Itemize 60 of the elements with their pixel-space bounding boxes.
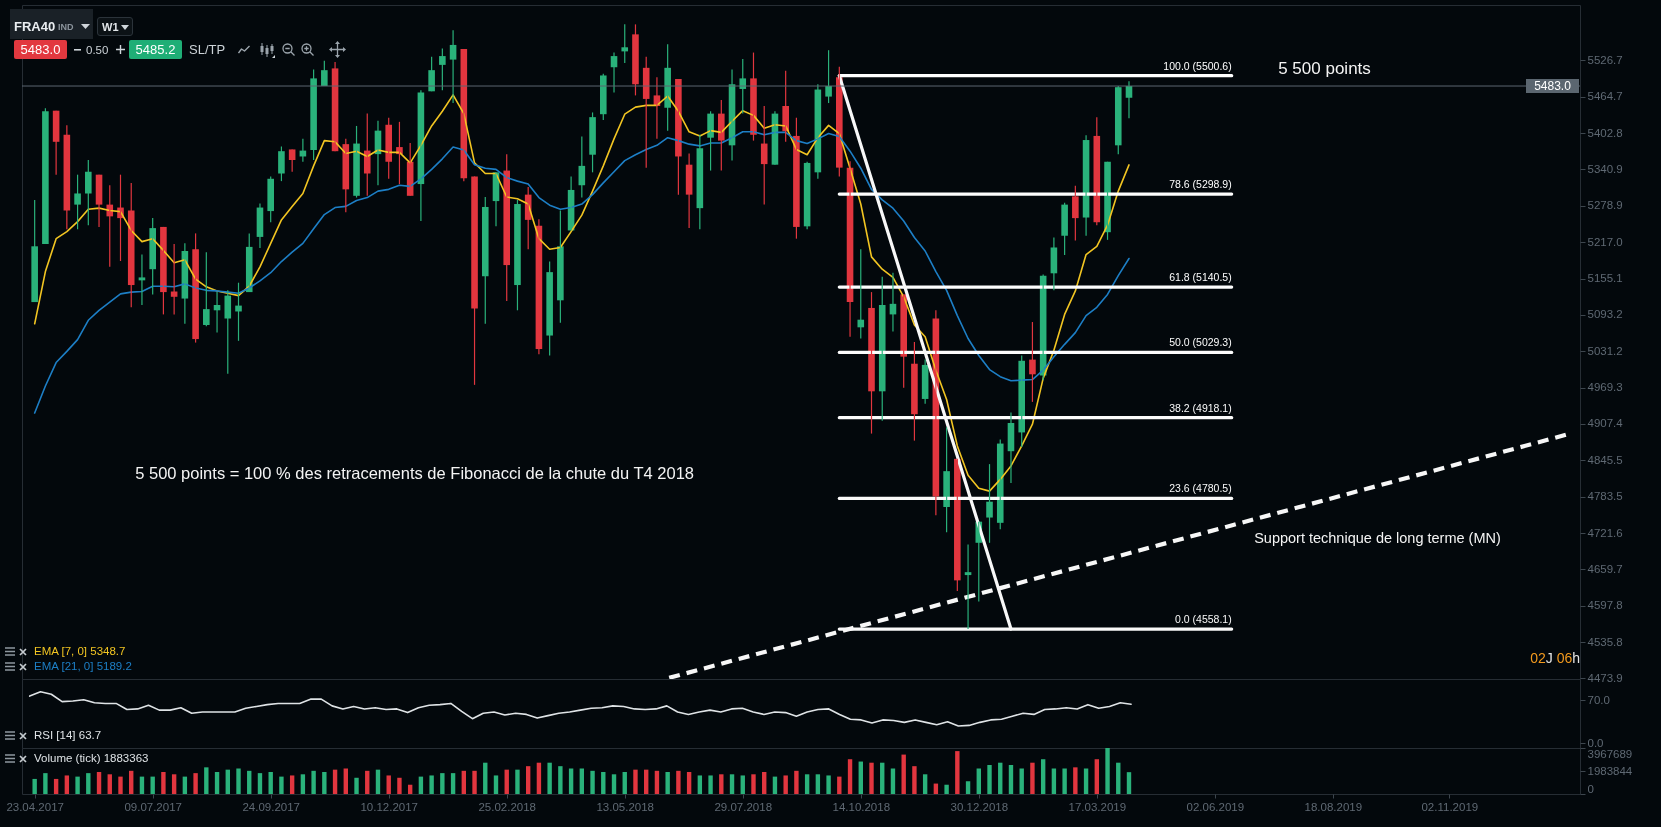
y-tick-label: 4907.4 [1587, 417, 1624, 430]
y-tick-label: 1983844 [1587, 764, 1633, 777]
dropdown-box: W1 [97, 17, 133, 36]
y-tick-label: 5093.2 [1587, 308, 1623, 321]
x-tick-label: 18.08.2019 [1304, 800, 1363, 813]
y-tick-label: 5402.8 [1587, 126, 1623, 139]
series-label: 61.8 (5140.5) [1169, 271, 1232, 284]
y-tick-label: 4597.8 [1587, 599, 1623, 612]
y-tick-label: 5340.9 [1587, 162, 1623, 175]
x-tick-label: 29.07.2018 [714, 800, 773, 813]
price-button: 5485.2 [129, 40, 182, 59]
x-tick-label: 09.07.2017 [124, 800, 182, 813]
series-label: Volume (tick) 1883363 [34, 752, 149, 764]
annotation: 5 500 points = 100 % des retracements de Fibonacci de la chute du T4 2018 [135, 464, 695, 483]
annotation: W1 [102, 21, 119, 33]
series-label: 38.2 (4918.1) [1169, 401, 1232, 414]
y-tick-label: 4969.3 [1587, 381, 1623, 394]
text: RSI [14] 63.7 [34, 729, 102, 741]
x-tick-label: 13.05.2018 [596, 800, 655, 813]
annotation: Support technique de long terme (MN) [1254, 529, 1501, 546]
y-tick-label: 0 [1587, 782, 1594, 795]
y-tick-label: 5217.0 [1587, 235, 1623, 248]
series-label: 50.0 (5029.3) [1169, 336, 1232, 349]
y-tick-label: 5031.2 [1587, 344, 1623, 357]
x-tick-label: 24.09.2017 [242, 800, 300, 813]
y-tick-label: 5278.9 [1587, 199, 1623, 212]
y-tick-label: 5464.7 [1587, 90, 1623, 103]
x-tick-label: 23.04.2017 [6, 800, 64, 813]
y-tick-label: 5526.7 [1587, 53, 1623, 66]
text: EMA [21, 0] 5189.2 [34, 660, 132, 672]
x-tick-label: 14.10.2018 [832, 800, 891, 813]
y-tick-label: 4473.9 [1587, 671, 1623, 684]
series-label: 23.6 (4780.5) [1169, 482, 1232, 495]
x-tick-label: 02.06.2019 [1186, 800, 1245, 813]
ref-line-label: 5483.0 [1534, 79, 1572, 94]
series-label: 0.0 (4558.1) [1175, 613, 1232, 626]
y-tick-label: 4783.5 [1587, 490, 1623, 503]
y-tick-label: 0.0 [1587, 736, 1604, 749]
annotation: IND [58, 22, 74, 32]
y-tick-label: 3967689 [1587, 747, 1633, 760]
x-tick-label: 25.02.2018 [478, 800, 537, 813]
x-tick-label: 02.11.2019 [1421, 800, 1479, 813]
annotation: 5 500 points [1278, 59, 1371, 79]
x-tick-label: 10.12.2017 [360, 800, 418, 813]
price-button: 5483.0 [14, 40, 67, 59]
annotation: 02J 06h [1530, 650, 1580, 666]
annotation: 0.50 [86, 44, 109, 57]
y-tick-label: 4721.6 [1587, 526, 1623, 539]
y-tick-label: 5155.1 [1587, 272, 1623, 285]
x-tick-label: 30.12.2018 [950, 800, 1009, 813]
y-tick-label: 4845.5 [1587, 453, 1623, 466]
y-tick-label: 4659.7 [1587, 562, 1623, 575]
series-label: 78.6 (5298.9) [1169, 178, 1232, 191]
x-tick-label: 17.03.2019 [1068, 800, 1127, 813]
dropdown-box: FRA40 IND [10, 9, 93, 39]
text: EMA [7, 0] 5348.7 [34, 645, 126, 657]
y-tick-label: 70.0 [1587, 693, 1610, 706]
y-tick-label: 4535.8 [1587, 635, 1623, 648]
annotation: SL/TP [189, 42, 226, 57]
series-label: 100.0 (5500.6) [1163, 59, 1232, 72]
